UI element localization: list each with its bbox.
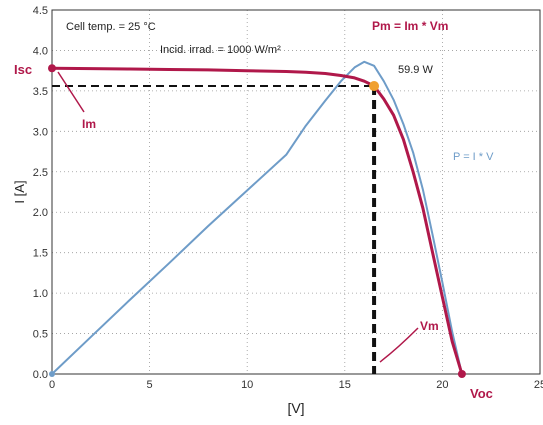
y-tick-label: 1.5 [33, 248, 48, 260]
y-tick-label: 3.5 [33, 86, 48, 98]
x-tick-label: 25 [534, 379, 543, 391]
x-tick-label: 15 [339, 379, 351, 391]
vm-leader-line [379, 327, 419, 363]
mpp-point [369, 81, 380, 92]
p-equation-label: P = I * V [453, 151, 494, 163]
power-curve [51, 60, 463, 375]
x-tick-label: 20 [436, 379, 448, 391]
im-leader-line [57, 71, 85, 113]
voc-label: Voc [470, 386, 493, 401]
im-label: Im [82, 117, 96, 131]
irradiance-annotation: Incid. irrad. = 1000 W/m² [160, 44, 281, 56]
y-tick-label: 4.0 [33, 45, 48, 57]
series-layer [48, 60, 466, 378]
axis-ticks: 0 5 10 15 20 25 0.0 0.5 1.0 1.5 2.0 2.5 3.0 3.5 4.0 4.5 [33, 5, 543, 391]
y-tick-label: 1.0 [33, 288, 48, 300]
x-axis-label: [V] [287, 400, 304, 416]
y-axis-label: I [A] [12, 180, 27, 203]
y-tick-label: 0.0 [33, 369, 48, 381]
isc-label: Isc [14, 62, 32, 77]
mpp-guides [52, 85, 377, 374]
origin-point [49, 371, 55, 377]
y-tick-label: 2.0 [33, 207, 48, 219]
y-tick-label: 0.5 [33, 329, 48, 341]
pmax-value-label: 59.9 W [398, 64, 433, 76]
y-tick-label: 3.0 [33, 126, 48, 138]
voc-point [457, 370, 466, 378]
pm-equation-label: Pm = Im * Vm [372, 19, 448, 33]
x-tick-label: 0 [49, 379, 55, 391]
plot-frame [51, 9, 541, 375]
isc-point [48, 64, 56, 73]
vm-label: Vm [420, 319, 439, 333]
x-tick-label: 10 [241, 379, 253, 391]
y-tick-label: 2.5 [33, 167, 48, 179]
x-tick-label: 5 [147, 379, 153, 391]
y-tick-label: 4.5 [33, 5, 48, 17]
current-curve [51, 66, 464, 375]
cell-temp-annotation: Cell temp. = 25 °C [66, 21, 156, 33]
